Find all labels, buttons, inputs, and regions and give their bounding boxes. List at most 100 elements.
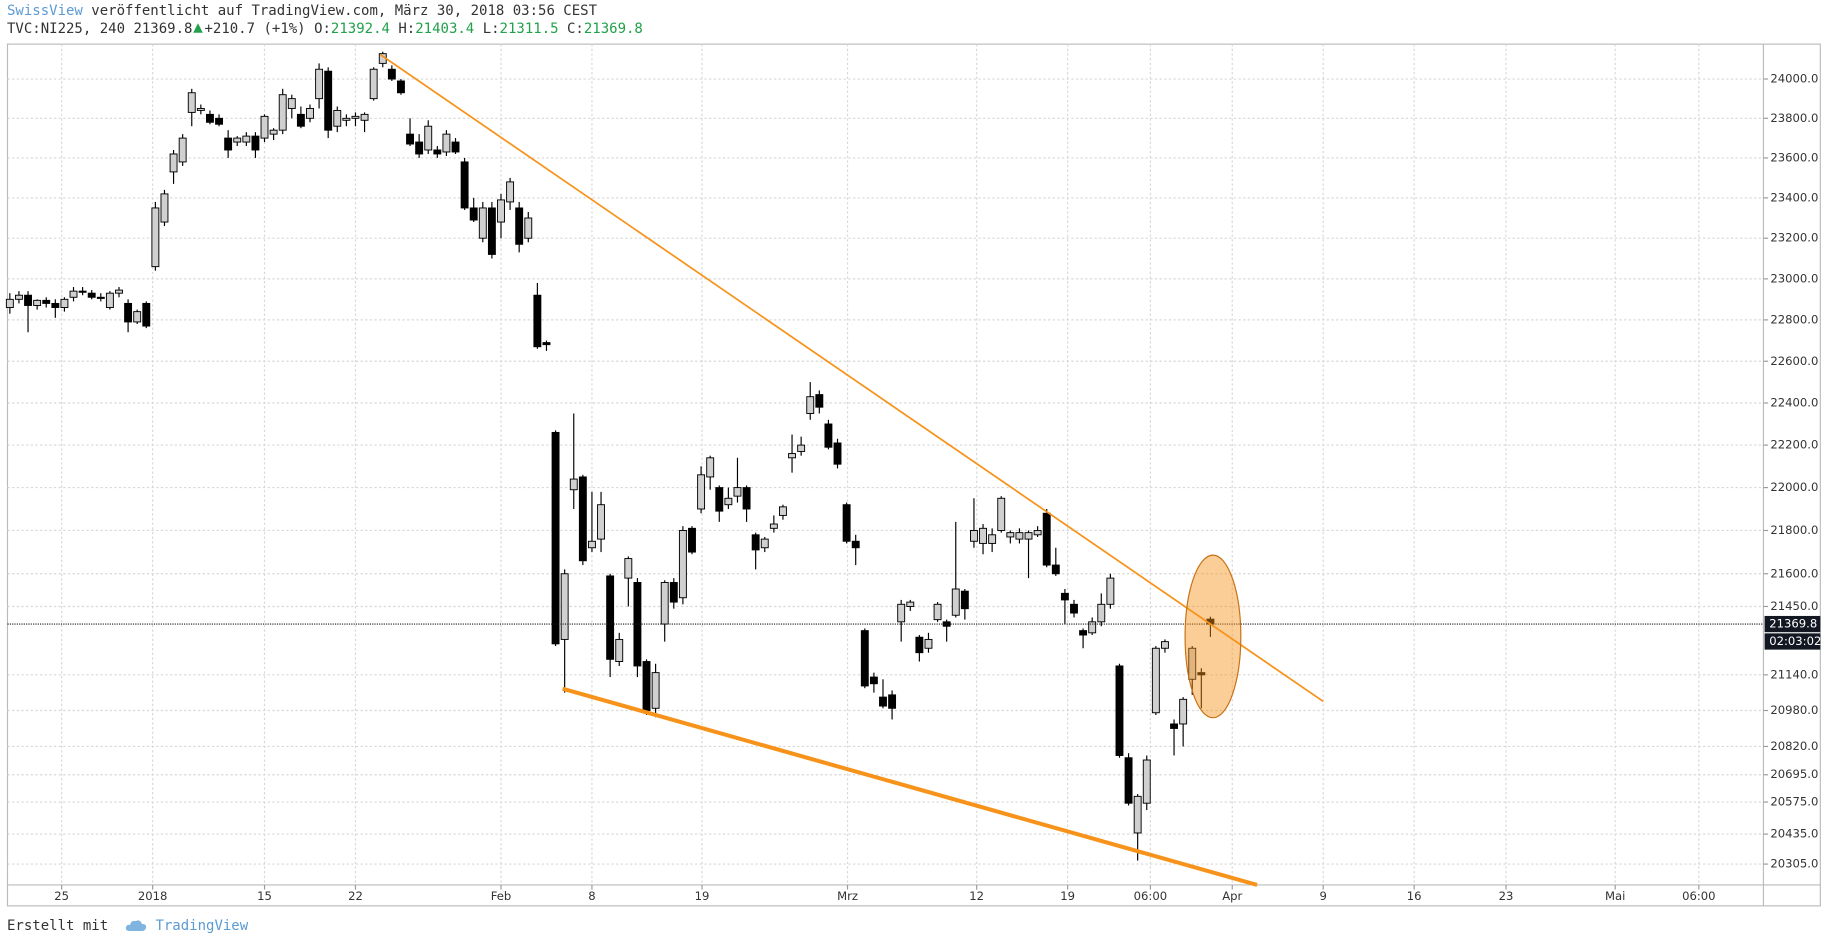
candle-body [151,207,160,268]
y-tick-label: 20980.0 [1770,703,1818,717]
published: veröffentlicht auf TradingView.com, März… [91,3,598,19]
candle-body [287,98,296,109]
candle-body [269,129,278,135]
countdown-label: 02:03:02 [1769,634,1821,648]
candle-body [5,298,14,309]
candle-body [1079,630,1088,636]
author: SwissView [7,3,83,19]
y-tick-label: 21600.0 [1770,566,1818,580]
candle-body [1015,532,1024,540]
x-tick-label: 2018 [138,889,168,903]
candle-body [569,478,578,491]
candle-body [1051,564,1060,575]
countdown-box [1764,633,1821,650]
candle-body [469,207,478,221]
candle-body [187,92,196,113]
lower-trendline [562,686,1258,887]
y-tick-label: 21140.0 [1770,667,1818,681]
candle-body [1124,757,1133,804]
candle-body [196,107,205,111]
candle-body [1088,621,1097,634]
candle-body [333,109,342,127]
candle-body [906,601,915,607]
x-tick-label: Feb [491,889,512,903]
last-price-label: 21369.8 [1769,617,1817,631]
x-tick-label: 06:00 [1682,889,1715,903]
candle-body [306,107,314,119]
candle-body [824,423,833,448]
candle-body [433,149,442,155]
candle-body [724,497,733,506]
candle-body [497,199,505,223]
candle-body [506,181,515,203]
axes: 20305.0 20435.0 20575.0 20695.0 20820.0 20980… [54,72,1821,904]
candle-body [1060,592,1069,601]
candle-body [78,290,87,293]
candle-body [788,453,796,459]
candle-body [1106,577,1115,605]
candle-body [215,117,223,125]
candle-body [651,672,660,709]
candle-body [396,80,405,94]
candle-body [124,302,133,323]
candle-body [224,137,233,151]
y-tick-label: 22800.0 [1770,312,1818,326]
candle-body [1151,647,1160,714]
candle-body [251,135,260,151]
candle-body [342,117,351,121]
candle-body [615,638,624,662]
header: SwissView veröffentlicht auf TradingView… [7,3,597,19]
o-label: O: [314,21,331,37]
candle-body [760,538,769,549]
x-tick-label: 19 [1060,889,1075,903]
x-tick-label: 8 [588,889,595,903]
y-tick-label: 20575.0 [1770,795,1818,809]
open-value: 21392.4 [330,21,390,37]
candle-body [487,207,496,255]
candle-body [533,294,542,348]
candle-body [478,207,487,239]
candle-body [406,133,414,145]
candle-body [542,342,551,346]
last-price-box [1764,615,1821,633]
candle-body [178,137,187,163]
candle-body [933,603,942,621]
footer-text: Erstellt mit [7,918,109,934]
close-value: 21369.8 [583,21,643,37]
candle-body [415,141,424,155]
candle-body [387,68,396,80]
candle-body [851,540,860,549]
candle-body [551,431,560,645]
candle-body [879,696,887,707]
candle-body [24,294,32,306]
candle-body [33,299,42,306]
candle-body [778,506,787,516]
candle-body [560,573,569,640]
candle-body [979,527,987,544]
up-arrow [193,23,204,33]
y-tick-label: 20435.0 [1770,827,1818,841]
legend: TVC:NI225, 240 21369.8 +210.7 (+1%) O:213… [7,21,643,37]
candle-body [1133,795,1142,834]
y-tick-label: 22400.0 [1770,395,1818,409]
candle-body [1097,603,1106,623]
y-tick-label: 23600.0 [1770,150,1818,164]
brand-logo [125,920,147,931]
candle-body [1142,759,1151,804]
candle-body [797,444,806,452]
l-label: L: [482,21,500,37]
x-tick-label: 25 [54,889,69,903]
c-label: C: [567,21,584,37]
candle-body [742,487,751,510]
y-tick-label: 22000.0 [1770,480,1818,494]
candle-body [133,311,142,323]
candle-body [869,676,878,685]
x-tick-label: 19 [695,889,710,903]
candle-body [697,474,706,510]
candle-body [205,113,214,123]
candle-body [360,113,369,121]
candle-body [315,68,324,100]
h-label: H: [398,21,416,37]
candle-body [578,476,587,562]
